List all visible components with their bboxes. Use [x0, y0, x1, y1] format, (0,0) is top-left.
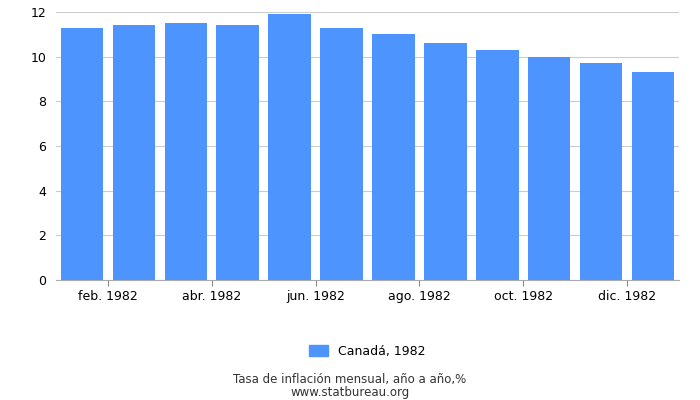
Bar: [476, 50, 519, 280]
Legend: Canadá, 1982: Canadá, 1982: [304, 340, 430, 363]
Bar: [164, 23, 207, 280]
Bar: [528, 57, 570, 280]
Bar: [321, 28, 363, 280]
Bar: [113, 25, 155, 280]
Bar: [268, 14, 311, 280]
Bar: [632, 72, 674, 280]
Bar: [424, 43, 467, 280]
Bar: [580, 63, 622, 280]
Bar: [61, 28, 103, 280]
Bar: [372, 34, 414, 280]
Text: www.statbureau.org: www.statbureau.org: [290, 386, 410, 399]
Text: Tasa de inflación mensual, año a año,%: Tasa de inflación mensual, año a año,%: [233, 374, 467, 386]
Bar: [216, 25, 259, 280]
